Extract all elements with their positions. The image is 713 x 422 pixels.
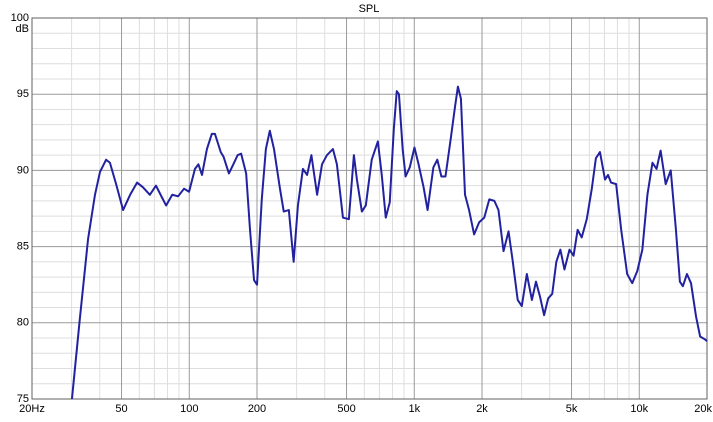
x-tick-label: 20Hz [19, 403, 45, 415]
x-tick-label: 5k [566, 403, 578, 415]
spl-line [70, 85, 708, 400]
x-tick-label: 20k [694, 403, 712, 415]
x-tick-label: 1k [408, 403, 420, 415]
y-tick-label: 80 [17, 317, 29, 329]
x-tick-label: 10k [630, 403, 648, 415]
chart-title: SPL [359, 3, 380, 15]
x-tick-label: 100 [180, 403, 198, 415]
y-tick-label: 85 [17, 241, 29, 253]
x-tick-label: 50 [115, 403, 127, 415]
y-tick-label: 95 [17, 88, 29, 100]
y-unit-label: dB [16, 23, 29, 35]
y-tick-label: 90 [17, 164, 29, 176]
x-tick-label: 200 [248, 403, 266, 415]
y-tick-label: 75 [17, 393, 29, 405]
plot-frame [31, 17, 708, 400]
x-tick-label: 500 [337, 403, 355, 415]
y-tick-label: 100 [11, 12, 29, 24]
x-tick-label: 2k [476, 403, 488, 415]
